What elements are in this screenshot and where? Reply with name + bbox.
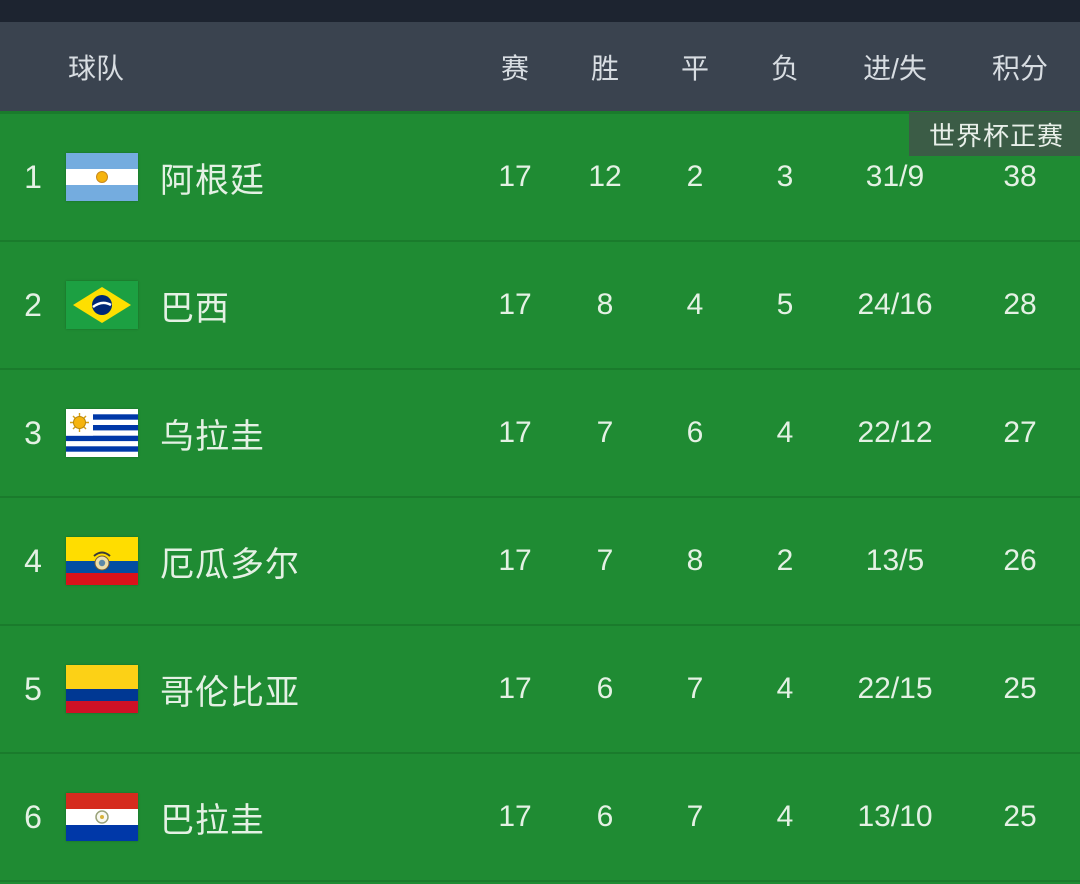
flag-cell [66, 281, 158, 329]
goals-value: 22/12 [857, 416, 933, 449]
points-value: 25 [1003, 800, 1037, 833]
points-value: 26 [1003, 544, 1037, 577]
won-value: 7 [596, 416, 614, 449]
team-name: 哥伦比亚 [160, 673, 300, 712]
played-value: 17 [498, 672, 532, 705]
lost-value: 4 [776, 416, 794, 449]
points-value: 38 [1003, 160, 1037, 193]
column-header-played: 赛 [500, 52, 529, 84]
flag-cell [66, 153, 158, 201]
goals-value: 13/5 [865, 544, 925, 577]
team-name: 巴西 [160, 289, 230, 328]
goals-value: 22/15 [857, 672, 933, 705]
flag-cell [66, 665, 158, 713]
flag-cell [66, 409, 158, 457]
team-name: 巴拉圭 [160, 801, 265, 840]
points-value: 28 [1003, 288, 1037, 321]
lost-value: 4 [776, 672, 794, 705]
rank-number: 3 [24, 414, 42, 451]
flag-cell [66, 793, 158, 841]
rank-number: 6 [24, 798, 42, 835]
lost-value: 5 [776, 288, 794, 321]
table-row[interactable]: 5 哥伦比亚 17 6 7 4 22/15 25 [0, 626, 1080, 754]
uruguay-flag-icon [66, 409, 138, 457]
column-header-lost: 负 [770, 52, 799, 84]
rank-number: 1 [24, 158, 42, 195]
drawn-value: 7 [686, 672, 704, 705]
table-header: 球队 赛 胜 平 负 进/失 积分 [0, 22, 1080, 111]
status-bar [0, 0, 1080, 22]
team-name: 阿根廷 [160, 161, 265, 200]
paraguay-flag-icon [66, 793, 138, 841]
table-row[interactable]: 1 阿根廷 17 12 2 3 31/9 38 [0, 114, 1080, 242]
points-value: 25 [1003, 672, 1037, 705]
column-header-team: 球队 [68, 52, 125, 84]
played-value: 17 [498, 160, 532, 193]
column-header-goals: 进/失 [863, 52, 927, 84]
rank-number: 4 [24, 542, 42, 579]
played-value: 17 [498, 288, 532, 321]
won-value: 6 [596, 672, 614, 705]
rank-number: 2 [24, 286, 42, 323]
standings-table: 1 阿根廷 17 12 2 3 31/9 38 2 巴西 17 8 4 5 24… [0, 111, 1080, 882]
drawn-value: 8 [686, 544, 704, 577]
played-value: 17 [498, 800, 532, 833]
argentina-flag-icon [66, 153, 138, 201]
stage-badge: 世界杯正赛 [908, 112, 1080, 156]
team-name: 厄瓜多尔 [160, 545, 300, 584]
drawn-value: 2 [686, 160, 704, 193]
column-header-won: 胜 [590, 52, 619, 84]
team-name: 乌拉圭 [160, 417, 265, 456]
lost-value: 3 [776, 160, 794, 193]
column-header-drawn: 平 [680, 52, 709, 84]
table-row[interactable]: 6 巴拉圭 17 6 7 4 13/10 25 [0, 754, 1080, 882]
colombia-flag-icon [66, 665, 138, 713]
lost-value: 4 [776, 800, 794, 833]
brazil-flag-icon [66, 281, 138, 329]
table-row[interactable]: 4 厄瓜多尔 17 7 8 2 13/5 26 [0, 498, 1080, 626]
goals-value: 24/16 [857, 288, 933, 321]
drawn-value: 7 [686, 800, 704, 833]
points-value: 27 [1003, 416, 1037, 449]
won-value: 8 [596, 288, 614, 321]
goals-value: 31/9 [865, 160, 925, 193]
lost-value: 2 [776, 544, 794, 577]
table-row[interactable]: 2 巴西 17 8 4 5 24/16 28 [0, 242, 1080, 370]
played-value: 17 [498, 416, 532, 449]
column-header-points: 积分 [991, 52, 1048, 84]
goals-value: 13/10 [857, 800, 933, 833]
drawn-value: 6 [686, 416, 704, 449]
won-value: 12 [588, 160, 622, 193]
table-row[interactable]: 3 乌拉圭 17 7 6 4 22/12 27 [0, 370, 1080, 498]
drawn-value: 4 [686, 288, 704, 321]
played-value: 17 [498, 544, 532, 577]
flag-cell [66, 537, 158, 585]
won-value: 7 [596, 544, 614, 577]
ecuador-flag-icon [66, 537, 138, 585]
won-value: 6 [596, 800, 614, 833]
rank-number: 5 [24, 670, 42, 707]
